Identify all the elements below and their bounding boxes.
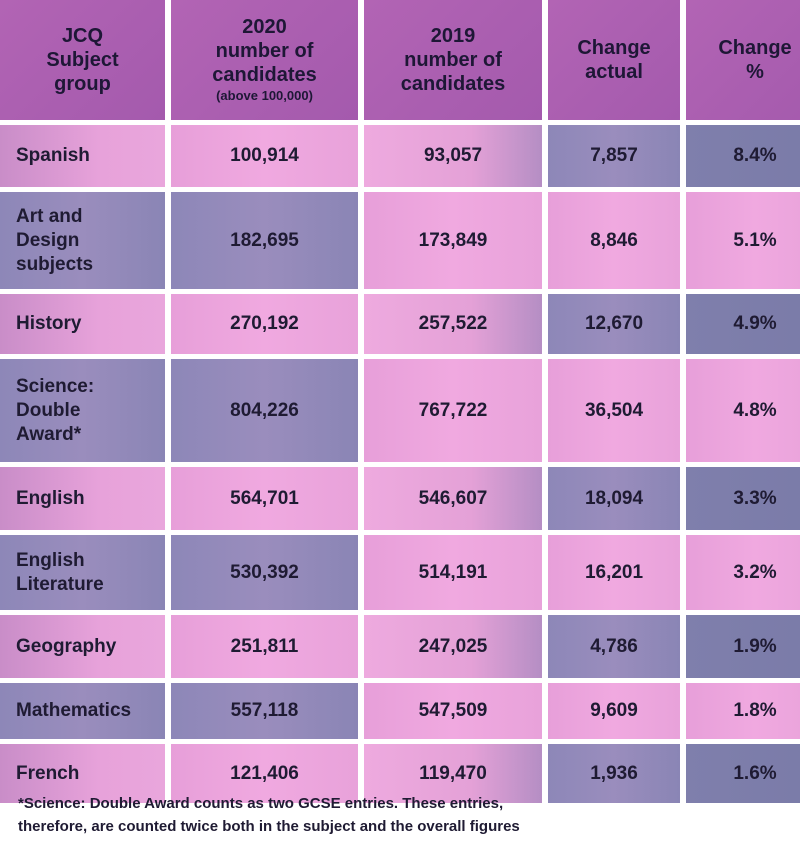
cell-change: 7,857 bbox=[548, 125, 680, 187]
cell-pct: 3.2% bbox=[686, 535, 800, 610]
row-label-line: Design bbox=[16, 229, 80, 251]
cell-pct: 1.6% bbox=[686, 744, 800, 803]
cell-y2020: 121,406 bbox=[171, 744, 358, 803]
header-line: number of bbox=[404, 49, 502, 71]
row-label-text: French bbox=[16, 762, 79, 786]
cell-y2019: 93,057 bbox=[364, 125, 542, 187]
header-y2020: 2020 number of candidates (above 100,000) bbox=[171, 0, 358, 120]
row-label: Art and Design subjects bbox=[0, 192, 165, 289]
header-subnote: (above 100,000) bbox=[216, 88, 313, 103]
footnote-line-2: therefore, are counted twice both in the… bbox=[18, 818, 520, 835]
cell-y2019: 119,470 bbox=[364, 744, 542, 803]
cell-y2019: 514,191 bbox=[364, 535, 542, 610]
cell-y2019: 173,849 bbox=[364, 192, 542, 289]
cell-change: 4,786 bbox=[548, 615, 680, 678]
cell-pct: 4.9% bbox=[686, 294, 800, 354]
footnote-line-1: *Science: Double Award counts as two GCS… bbox=[18, 795, 504, 812]
header-line: Change bbox=[718, 37, 792, 59]
cell-change: 9,609 bbox=[548, 683, 680, 739]
row-label-line: English bbox=[16, 487, 85, 509]
cell-y2020: 182,695 bbox=[171, 192, 358, 289]
cell-y2019: 247,025 bbox=[364, 615, 542, 678]
cell-pct: 3.3% bbox=[686, 467, 800, 530]
header-subject: JCQ Subject group bbox=[0, 0, 165, 120]
header-line: actual bbox=[585, 61, 643, 83]
cell-change: 36,504 bbox=[548, 359, 680, 462]
cell-y2020: 557,118 bbox=[171, 683, 358, 739]
row-label-text: English bbox=[16, 487, 85, 511]
row-label-line: Double bbox=[16, 399, 81, 421]
row-label-text: History bbox=[16, 312, 81, 336]
row-label-line: French bbox=[16, 762, 80, 784]
header-change: Change actual bbox=[548, 0, 680, 120]
row-label-line: subjects bbox=[16, 253, 94, 275]
cell-pct: 8.4% bbox=[686, 125, 800, 187]
header-line: number of bbox=[215, 40, 314, 62]
cell-pct: 5.1% bbox=[686, 192, 800, 289]
row-label: English bbox=[0, 467, 165, 530]
cell-change: 18,094 bbox=[548, 467, 680, 530]
cell-change: 1,936 bbox=[548, 744, 680, 803]
candidates-table: JCQ Subject group 2020 number of candidates (a… bbox=[0, 0, 800, 803]
row-label: Spanish bbox=[0, 125, 165, 187]
row-label: Science: Double Award* bbox=[0, 359, 165, 462]
cell-y2020: 100,914 bbox=[171, 125, 358, 187]
row-label-line: Science: bbox=[16, 375, 95, 397]
row-label: History bbox=[0, 294, 165, 354]
row-label-line: Mathematics bbox=[16, 700, 132, 721]
header-line: JCQ bbox=[61, 25, 104, 47]
cell-y2019: 547,509 bbox=[364, 683, 542, 739]
row-label-line: History bbox=[16, 313, 82, 334]
cell-y2019: 546,607 bbox=[364, 467, 542, 530]
row-label-line: Art and bbox=[16, 205, 83, 227]
cell-y2020: 270,192 bbox=[171, 294, 358, 354]
row-label-line: English bbox=[16, 549, 85, 571]
header-line: candidates bbox=[212, 64, 317, 86]
row-label-line: Award* bbox=[16, 423, 82, 445]
cell-y2019: 257,522 bbox=[364, 294, 542, 354]
row-label-text: English Literature bbox=[16, 549, 104, 597]
row-label: Geography bbox=[0, 615, 165, 678]
row-label: French bbox=[0, 744, 165, 803]
row-label-line: Literature bbox=[16, 573, 104, 595]
cell-pct: 1.8% bbox=[686, 683, 800, 739]
header-line: Change bbox=[577, 37, 651, 59]
row-label-text: Mathematics bbox=[16, 699, 131, 723]
cell-change: 12,670 bbox=[548, 294, 680, 354]
header-line: Subject bbox=[46, 49, 119, 71]
row-label-text: Geography bbox=[16, 635, 116, 659]
row-label-text: Spanish bbox=[16, 144, 90, 168]
cell-y2020: 564,701 bbox=[171, 467, 358, 530]
cell-y2020: 251,811 bbox=[171, 615, 358, 678]
header-line: 2020 bbox=[242, 16, 287, 38]
cell-pct: 4.8% bbox=[686, 359, 800, 462]
cell-change: 8,846 bbox=[548, 192, 680, 289]
cell-y2019: 767,722 bbox=[364, 359, 542, 462]
footnote: *Science: Double Award counts as two GCS… bbox=[18, 792, 788, 838]
row-label: Mathematics bbox=[0, 683, 165, 739]
cell-pct: 1.9% bbox=[686, 615, 800, 678]
header-line: group bbox=[54, 73, 111, 95]
cell-y2020: 804,226 bbox=[171, 359, 358, 462]
header-line: candidates bbox=[400, 73, 506, 95]
row-label-text: Art and Design subjects bbox=[16, 205, 93, 277]
row-label-line: Geography bbox=[16, 635, 117, 657]
header-pct: Change% bbox=[686, 0, 800, 120]
row-label: English Literature bbox=[0, 535, 165, 610]
row-label-line: Spanish bbox=[16, 145, 90, 166]
header-y2019: 2019 number of candidates bbox=[364, 0, 542, 120]
header-line: 2019 bbox=[430, 25, 476, 47]
cell-change: 16,201 bbox=[548, 535, 680, 610]
row-label-text: Science: Double Award* bbox=[16, 375, 94, 447]
header-line: % bbox=[746, 61, 764, 83]
cell-y2020: 530,392 bbox=[171, 535, 358, 610]
